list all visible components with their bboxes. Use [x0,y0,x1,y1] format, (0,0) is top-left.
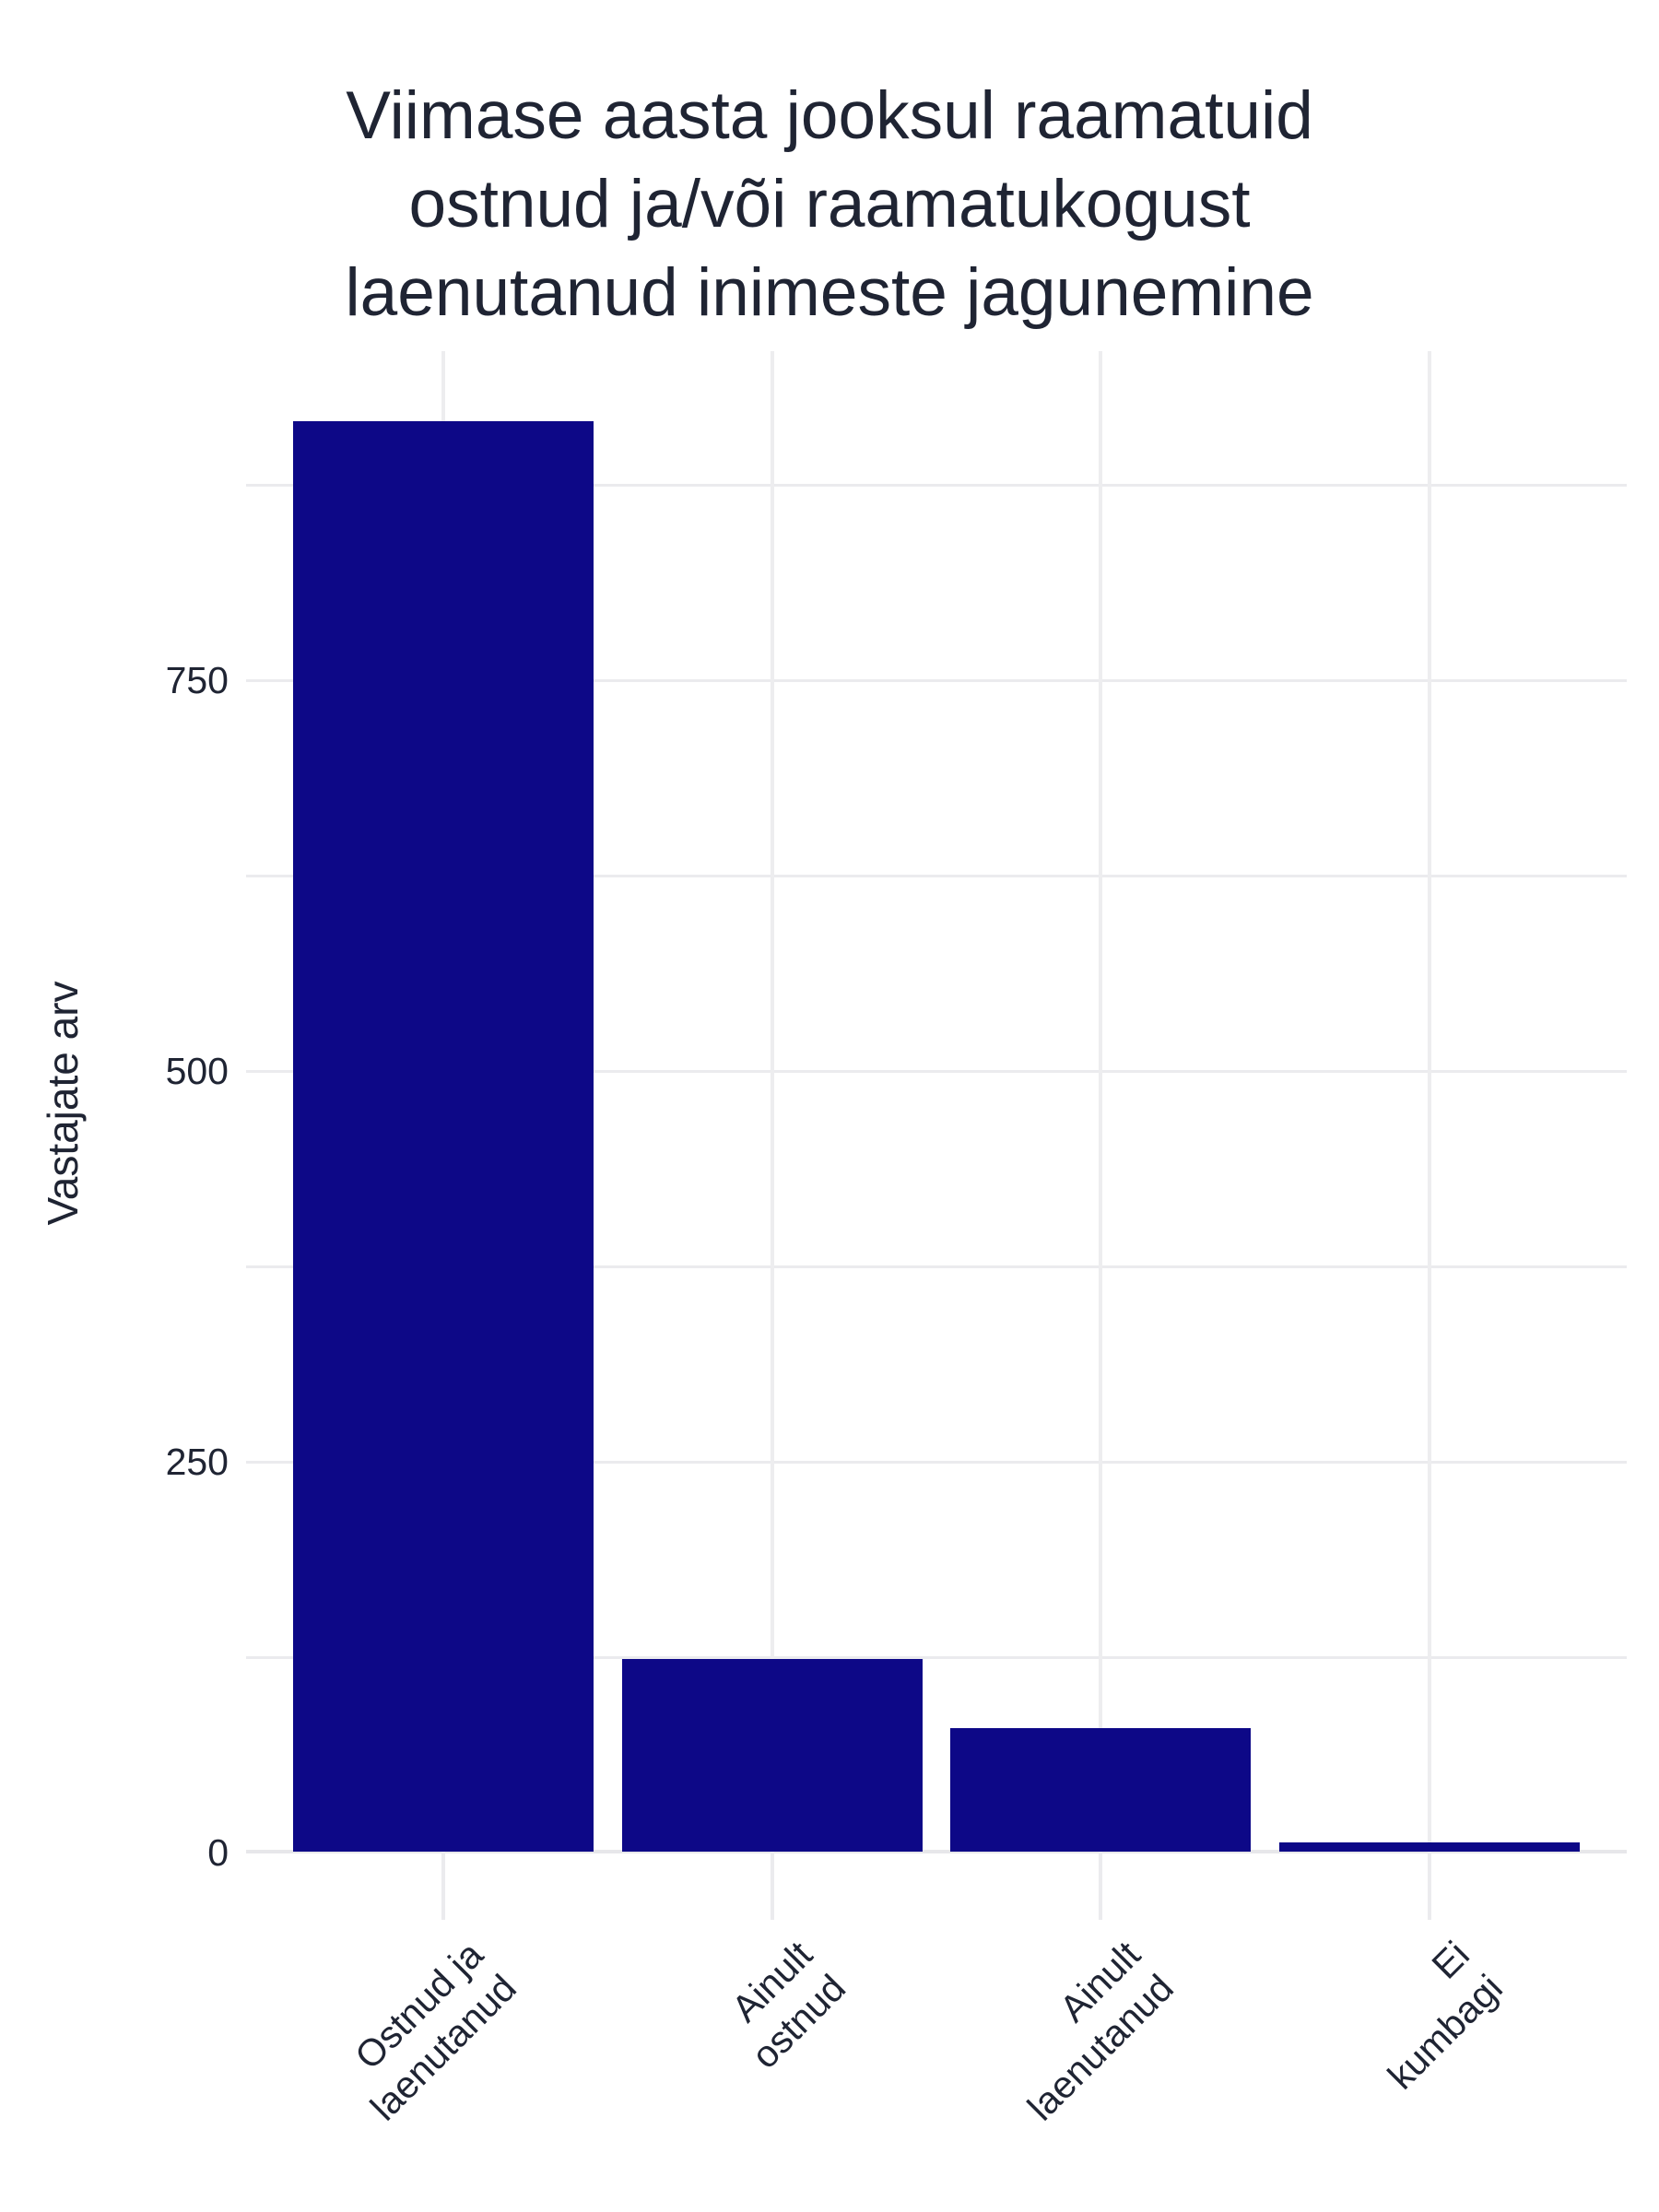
vertical-gridline [1099,351,1102,1852]
horizontal-gridline [246,484,1627,487]
x-axis-tick [1428,1852,1431,1920]
x-axis-tick [441,1852,445,1920]
bar [950,1728,1251,1852]
x-tick-label: Ainult laenutanud [1018,1933,1182,2129]
vertical-gridline [1428,351,1431,1852]
vertical-gridline [771,351,774,1852]
horizontal-gridline [246,875,1627,877]
horizontal-gridline [246,1656,1627,1659]
bar [293,421,594,1852]
y-tick-label: 750 [165,659,229,701]
y-tick-label: 0 [207,1831,229,1874]
x-axis-tick [771,1852,774,1920]
y-tick-label: 250 [165,1441,229,1483]
chart-title: Viimase aasta jooksul raamatuid ostnud j… [345,78,1314,330]
bar [622,1659,923,1852]
horizontal-gridline [246,679,1627,682]
y-tick-label: 500 [165,1050,229,1092]
bar [1279,1842,1580,1852]
x-tick-label: Ainult ostnud [723,1933,854,2077]
horizontal-gridline [246,1265,1627,1268]
x-tick-label: Ostnud ja laenutanud [347,1933,525,2129]
horizontal-gridline [246,1070,1627,1073]
horizontal-gridline [246,1461,1627,1464]
x-axis-line [246,1850,1627,1853]
x-axis-tick [1099,1852,1102,1920]
x-tick-label: Ei kumbagi [1379,1933,1512,2098]
